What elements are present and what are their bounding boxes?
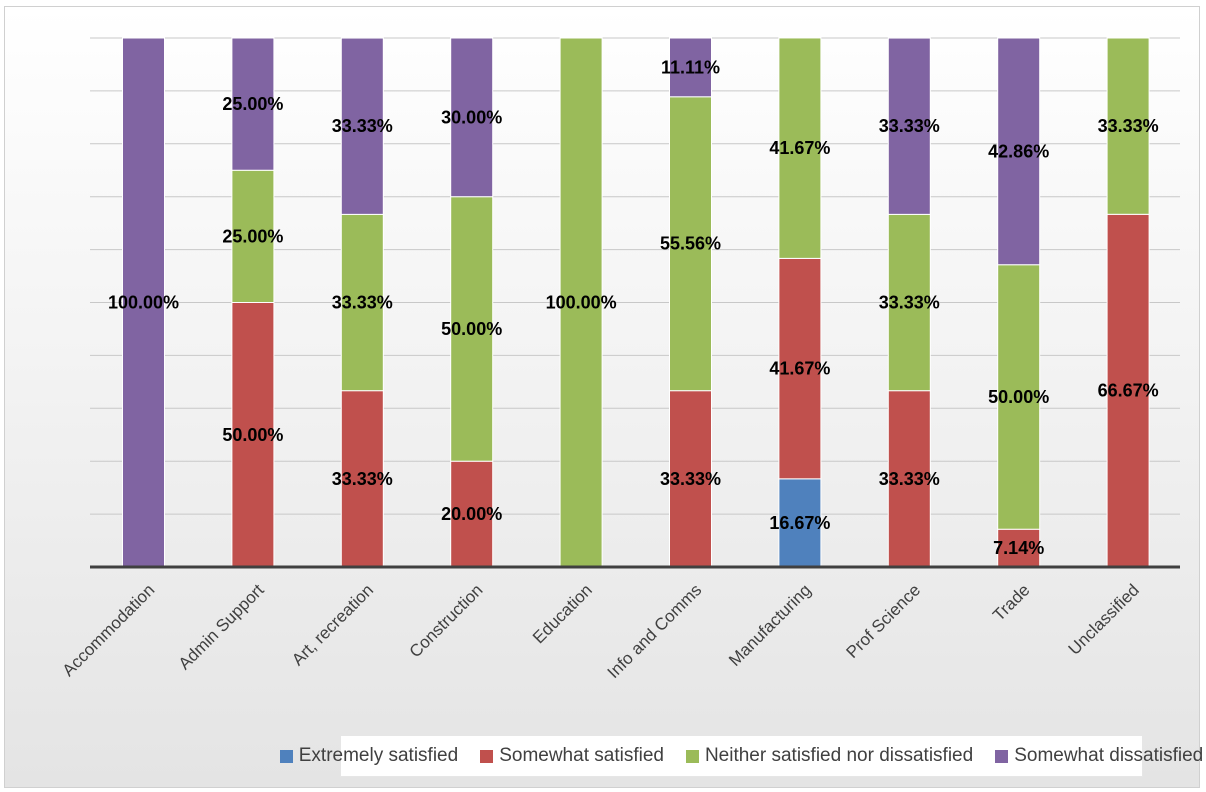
bar-segment <box>778 257 822 480</box>
category-label: Prof Science <box>843 580 925 662</box>
data-label: 30.00% <box>441 107 502 127</box>
legend-item: Extremely satisfied <box>279 745 459 767</box>
data-label: 50.00% <box>988 387 1049 407</box>
bar-segment <box>450 37 494 198</box>
category-label: Construction <box>406 580 487 661</box>
data-label: 33.33% <box>879 116 940 136</box>
data-label: 33.33% <box>332 116 393 136</box>
data-label: 16.67% <box>769 513 830 533</box>
legend-swatch <box>279 749 293 763</box>
data-label: 42.86% <box>988 141 1049 161</box>
category-label: Info and Comms <box>604 580 706 682</box>
category-label: Education <box>529 580 596 647</box>
data-label: 33.33% <box>1098 116 1159 136</box>
bar-segment <box>231 169 275 303</box>
legend-label: Neither satisfied nor dissatisfied <box>704 745 974 766</box>
legend-item: Somewhat satisfied <box>480 745 664 767</box>
data-label: 100.00% <box>546 293 617 313</box>
legend-swatch <box>480 749 494 763</box>
bar-segment <box>997 37 1041 266</box>
bar-segment <box>122 37 165 568</box>
bar-segment <box>669 390 712 568</box>
legend-item: Neither satisfied nor dissatisfied <box>685 745 974 767</box>
bar-segment <box>997 528 1041 568</box>
data-label: 50.00% <box>441 319 502 339</box>
data-labels: 100.00% 50.00% 25.00% 25.00% 33.33% 33.33% 33.… <box>108 57 1159 558</box>
bar-segment <box>669 37 712 98</box>
data-label: 33.33% <box>879 293 940 313</box>
bar-segment <box>778 478 822 568</box>
bar-segment <box>340 213 384 392</box>
data-label: 25.00% <box>222 226 283 246</box>
legend-label: Somewhat dissatisfied <box>1014 745 1204 766</box>
category-label: Accommodation <box>59 580 159 680</box>
legend-label: Extremely satisfied <box>298 745 459 766</box>
legend-swatch <box>685 749 699 763</box>
bar-segment <box>450 196 494 462</box>
data-label: 11.11% <box>661 57 720 77</box>
bar-segment <box>887 213 931 392</box>
data-label: 100.00% <box>108 293 179 313</box>
data-label: 33.33% <box>879 469 940 489</box>
bar-segment <box>559 37 603 568</box>
data-label: 66.67% <box>1098 381 1159 401</box>
data-label: 50.00% <box>222 425 283 445</box>
data-label: 33.33% <box>660 469 721 489</box>
legend-label: Somewhat satisfied <box>499 745 664 766</box>
legend-item: Somewhat dissatisfied <box>995 745 1203 767</box>
data-label: 33.33% <box>332 469 393 489</box>
category-label: Admin Support <box>175 580 268 673</box>
bar-segment <box>340 390 384 568</box>
legend-swatch <box>995 749 1009 763</box>
category-label: Unclassified <box>1065 580 1143 658</box>
bar-segment <box>450 460 494 568</box>
category-label: Trade <box>989 580 1033 624</box>
category-labels: Accommodation Admin Support Art, recreatio… <box>59 580 1143 682</box>
data-label: 25.00% <box>222 94 283 114</box>
category-label: Manufacturing <box>725 580 815 670</box>
data-label: 7.14% <box>993 538 1044 558</box>
bar-segment <box>340 37 384 215</box>
data-label: 33.33% <box>332 293 393 313</box>
bar-segment <box>1106 37 1150 215</box>
bar-segment <box>1106 213 1150 568</box>
legend: Extremely satisfied Somewhat satisfied Nei… <box>279 735 1203 777</box>
data-label: 41.67% <box>769 138 830 158</box>
bar-segment <box>887 37 931 215</box>
data-label: 20.00% <box>441 504 502 524</box>
bar-segment <box>997 264 1041 530</box>
category-label: Art, recreation <box>288 580 377 669</box>
data-label: 55.56% <box>660 234 721 254</box>
bar-segment <box>231 37 275 171</box>
data-label: 41.67% <box>769 359 830 379</box>
bar-segment <box>778 37 822 259</box>
